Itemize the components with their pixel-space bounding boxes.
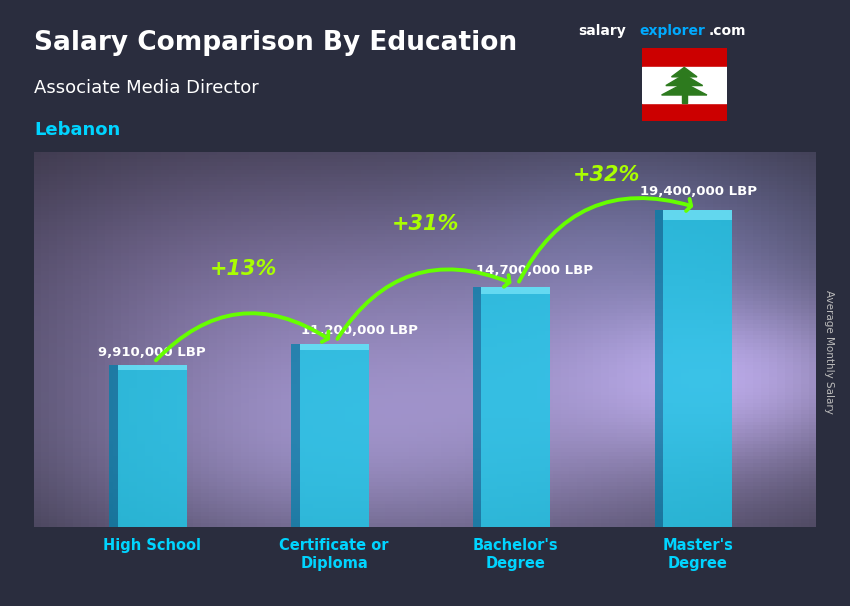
Bar xyxy=(481,287,551,295)
Polygon shape xyxy=(672,67,697,77)
Bar xyxy=(299,344,369,350)
Text: salary: salary xyxy=(578,24,626,38)
Bar xyxy=(299,344,369,527)
Text: Associate Media Director: Associate Media Director xyxy=(34,79,258,97)
Bar xyxy=(642,48,727,67)
Bar xyxy=(642,67,727,103)
Bar xyxy=(117,365,187,370)
Text: .com: .com xyxy=(709,24,746,38)
Bar xyxy=(663,210,733,220)
Bar xyxy=(473,287,481,527)
Bar xyxy=(682,95,687,103)
Bar xyxy=(663,210,733,527)
Bar xyxy=(292,344,299,527)
Bar xyxy=(642,103,727,121)
Text: +32%: +32% xyxy=(573,165,641,185)
Text: 11,200,000 LBP: 11,200,000 LBP xyxy=(302,324,418,337)
Text: 14,700,000 LBP: 14,700,000 LBP xyxy=(476,264,593,278)
Polygon shape xyxy=(666,75,703,85)
Polygon shape xyxy=(661,83,707,95)
Text: +31%: +31% xyxy=(391,214,459,234)
Text: explorer: explorer xyxy=(639,24,706,38)
Text: +13%: +13% xyxy=(209,259,277,279)
Bar xyxy=(655,210,663,527)
Text: Average Monthly Salary: Average Monthly Salary xyxy=(824,290,834,413)
Text: Lebanon: Lebanon xyxy=(34,121,120,139)
Bar xyxy=(117,365,187,527)
Text: Salary Comparison By Education: Salary Comparison By Education xyxy=(34,30,517,56)
Bar xyxy=(110,365,117,527)
Text: 9,910,000 LBP: 9,910,000 LBP xyxy=(98,346,206,359)
Bar xyxy=(481,287,551,527)
Text: 19,400,000 LBP: 19,400,000 LBP xyxy=(639,185,756,198)
